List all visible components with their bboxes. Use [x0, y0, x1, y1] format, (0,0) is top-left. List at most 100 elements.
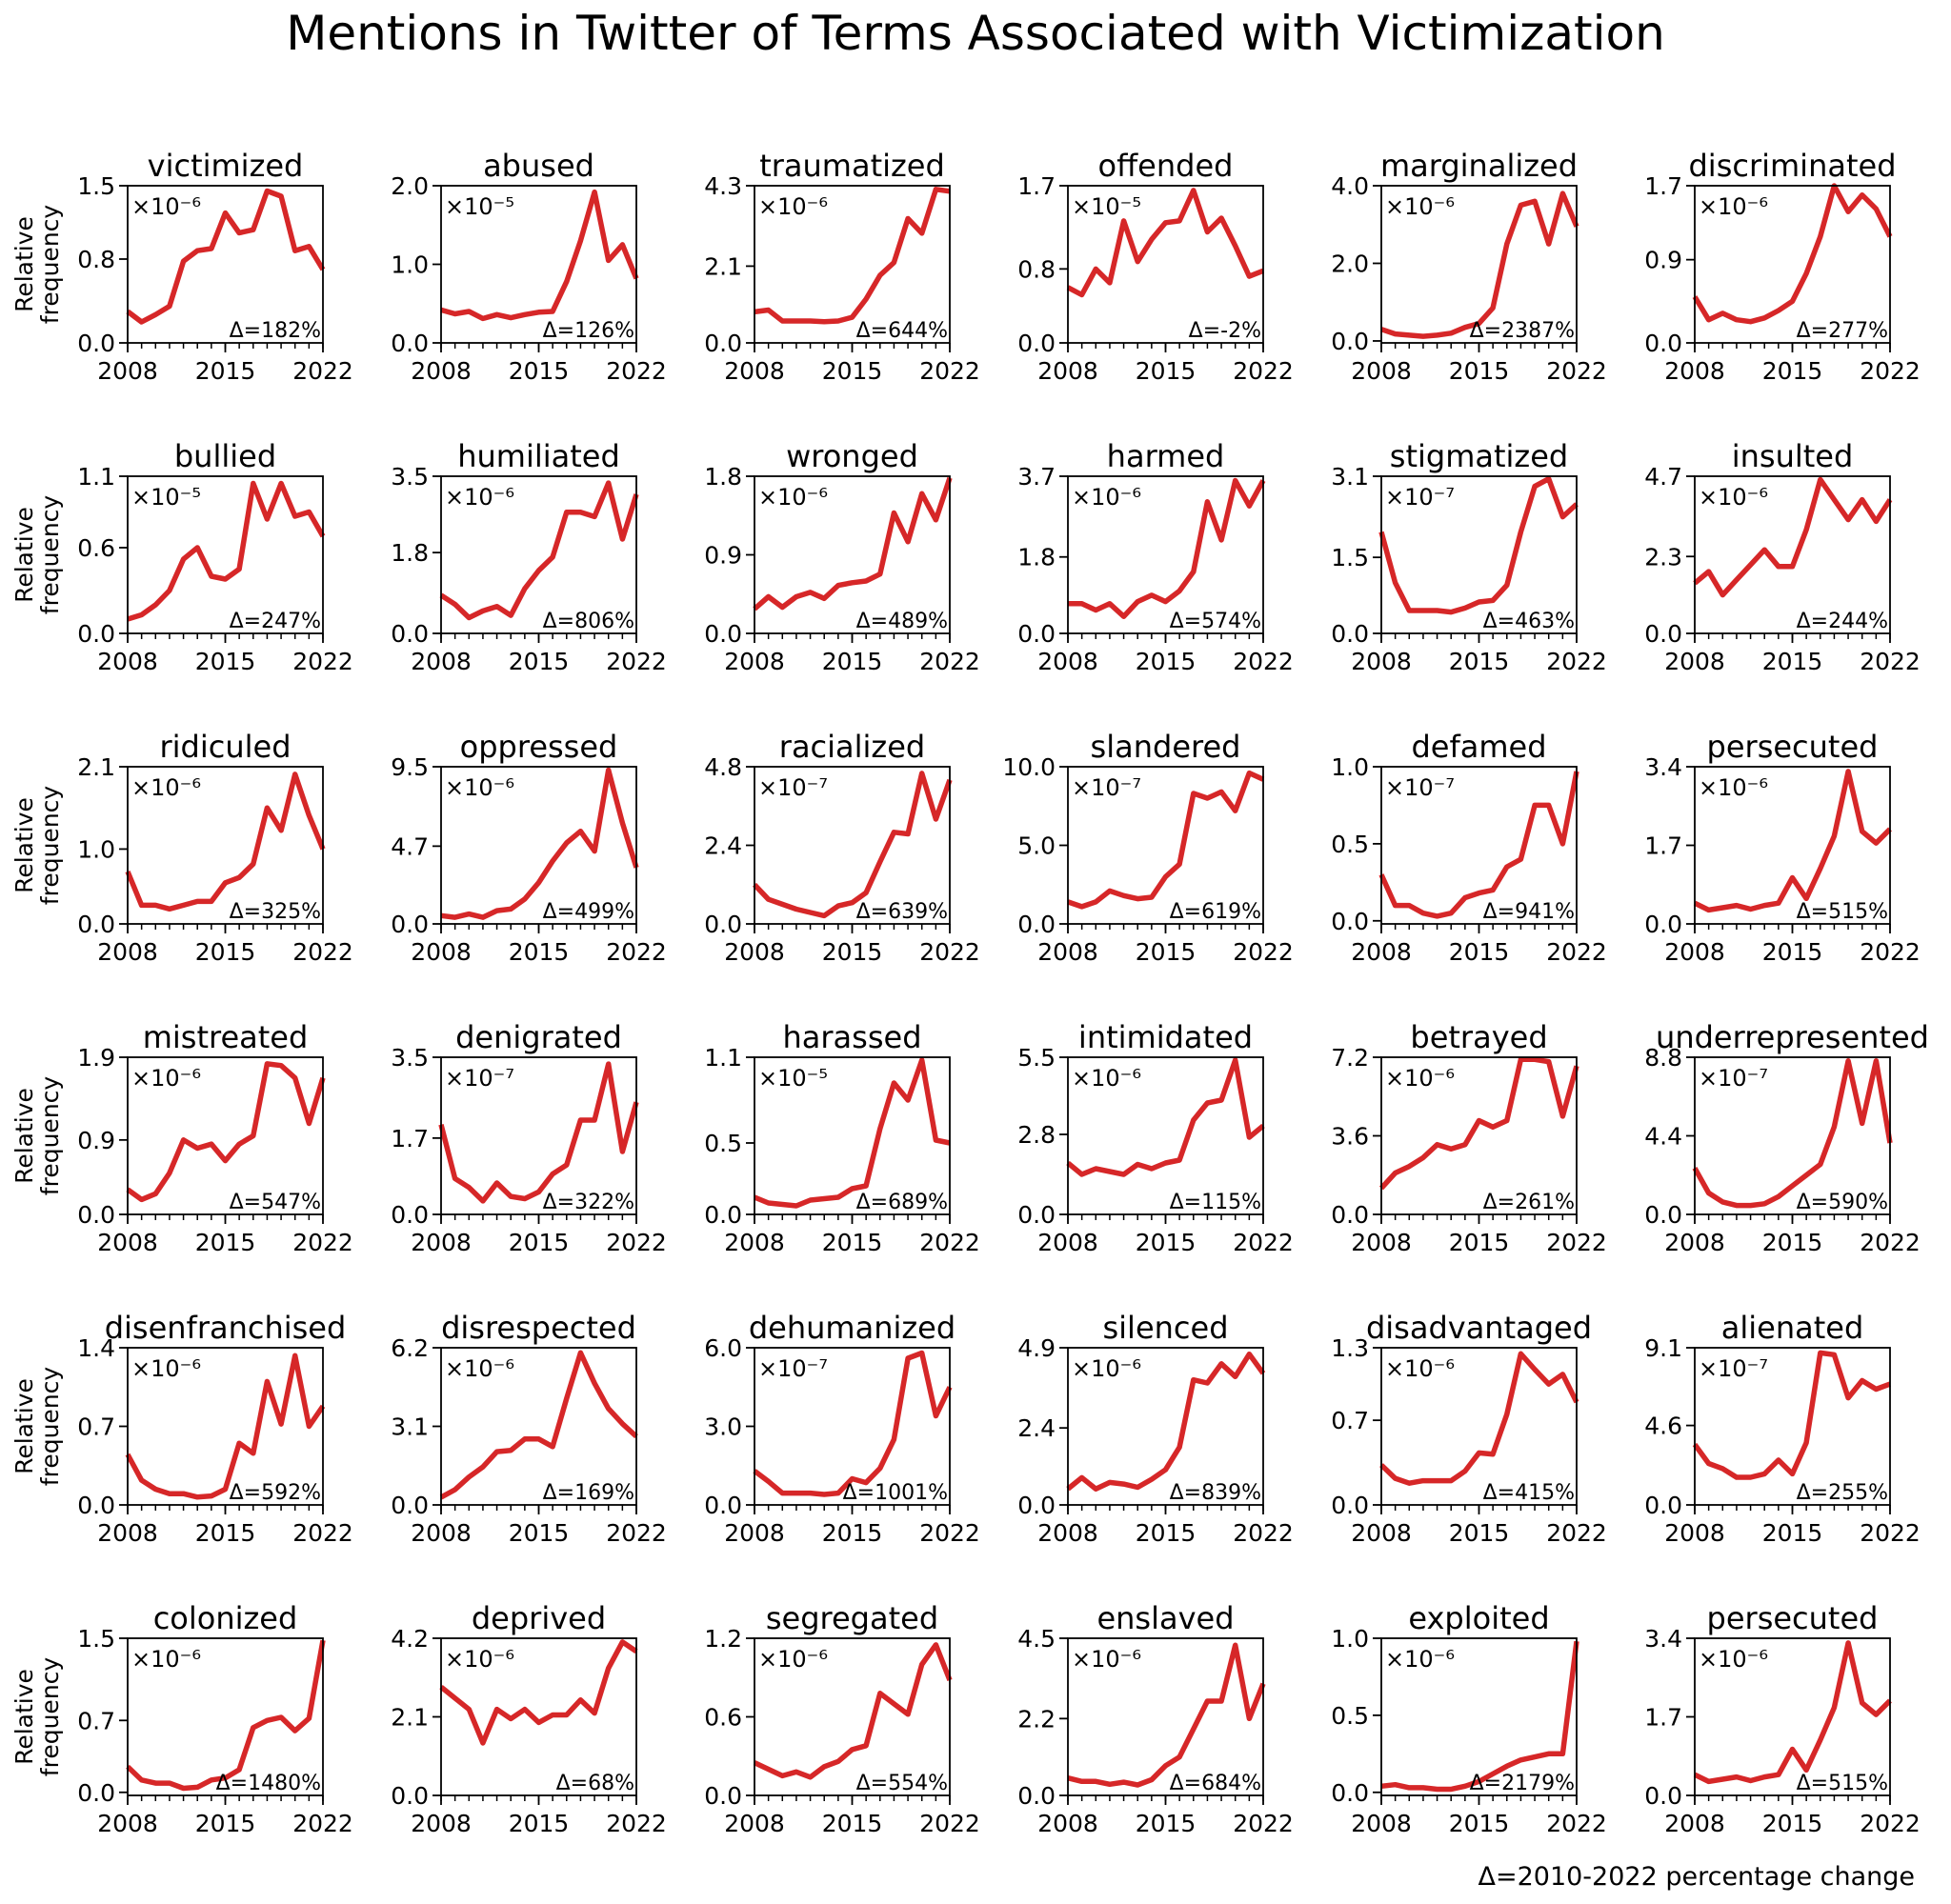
panel-title: intimidated [1078, 1019, 1253, 1055]
x-tick-label: 2015 [1762, 357, 1823, 385]
y-axis-label-line2: frequency [36, 1367, 64, 1487]
y-tick-label: 5.5 [1017, 1044, 1056, 1072]
plot-frame [440, 766, 637, 925]
y-axis-label-line1: Relative [10, 797, 38, 893]
panel-title: segregated [766, 1600, 938, 1636]
plot-frame [754, 475, 951, 634]
y-tick-label: 0.0 [704, 330, 742, 357]
series-line [1693, 476, 1893, 598]
scale-multiplier: ×10⁻⁶ [1385, 1355, 1455, 1382]
scale-multiplier: ×10⁻⁷ [758, 774, 828, 801]
scale-multiplier: ×10⁻⁶ [1072, 1355, 1141, 1382]
scale-multiplier: ×10⁻⁶ [1385, 1065, 1455, 1092]
y-tick-label: 0.0 [1644, 620, 1682, 648]
delta-label: Δ=115% [1170, 1191, 1261, 1214]
y-tick-label: 4.3 [704, 172, 742, 200]
x-tick-label: 2022 [292, 357, 353, 385]
y-tick-label: 2.0 [1331, 250, 1369, 277]
y-tick-label: 1.3 [1331, 1334, 1369, 1362]
x-tick-label: 2015 [1762, 1810, 1823, 1837]
panel-17-defamed: defamed 2008 2015 2022 0.0 0.5 1.0 ×10⁻⁷ Δ=941% [1331, 729, 1607, 966]
y-tick-label: 2.1 [704, 252, 742, 280]
x-tick-label: 2008 [1037, 1229, 1098, 1256]
scale-multiplier: ×10⁻⁷ [1385, 774, 1455, 801]
delta-label: Δ=244% [1797, 610, 1888, 633]
series-line [1066, 188, 1265, 298]
y-tick-label: 0.0 [77, 1492, 115, 1519]
scale-multiplier: ×10⁻⁶ [131, 774, 201, 801]
y-axis-label-line2: frequency [36, 786, 64, 906]
panel-24-underrepresented: underrepresented 2008 2015 2022 0.0 4.4 8.8 ×10… [1644, 1019, 1929, 1256]
y-tick-label: 0.0 [1017, 620, 1056, 648]
x-tick-label: 2008 [97, 648, 158, 675]
x-tick-label: 2008 [1037, 357, 1098, 385]
y-axis-label-line1: Relative [10, 1669, 38, 1765]
plot-frame [440, 475, 637, 634]
y-axis-label: Relativefrequency [10, 495, 64, 615]
x-tick-label: 2008 [1037, 938, 1098, 966]
delta-label: Δ=169% [543, 1481, 634, 1505]
series-line [126, 1639, 326, 1792]
x-tick-label: 2022 [919, 938, 980, 966]
scale-multiplier: ×10⁻⁷ [1385, 484, 1455, 511]
y-tick-label: 1.7 [1017, 172, 1056, 200]
x-tick-label: 2015 [822, 648, 883, 675]
y-tick-label: 8.8 [1644, 1044, 1682, 1072]
x-tick-label: 2015 [1136, 938, 1197, 966]
x-tick-label: 2008 [1664, 1229, 1725, 1256]
x-tick-label: 2022 [1546, 648, 1607, 675]
x-tick-label: 2008 [97, 1519, 158, 1547]
x-tick-label: 2022 [1860, 357, 1921, 385]
panel-16-slandered: slandered 2008 2015 2022 0.0 5.0 10.0 ×10⁻⁷ Δ=61… [1002, 729, 1293, 966]
delta-label: Δ=489% [856, 610, 948, 633]
y-tick-label: 3.7 [1017, 463, 1056, 491]
panel-title: disadvantaged [1366, 1310, 1592, 1346]
x-tick-label: 2015 [1449, 938, 1510, 966]
panel-2-abused: abused 2008 2015 2022 0.0 1.0 2.0 ×10⁻⁵ Δ=126% [391, 148, 667, 385]
plot-frame [127, 766, 324, 925]
panel-title: traumatized [759, 148, 945, 184]
delta-footnote: Δ=2010-2022 percentage change [1478, 1862, 1916, 1892]
x-tick-label: 2022 [1860, 648, 1921, 675]
panel-11-stigmatized: stigmatized 2008 2015 2022 0.0 1.5 3.1 ×10⁻⁷ Δ=4… [1331, 438, 1607, 675]
x-tick-label: 2015 [1136, 357, 1197, 385]
scale-multiplier: ×10⁻⁷ [758, 1355, 828, 1382]
x-tick-label: 2008 [724, 938, 785, 966]
delta-label: Δ=182% [230, 319, 321, 343]
x-tick-label: 2015 [509, 1229, 570, 1256]
delta-label: Δ=-2% [1189, 319, 1261, 343]
panel-title: abused [483, 148, 594, 184]
x-tick-label: 2022 [1860, 1229, 1921, 1256]
scale-multiplier: ×10⁻⁶ [1699, 193, 1768, 220]
panel-title: wronged [786, 438, 918, 474]
y-tick-label: 0.0 [77, 330, 115, 357]
plot-frame [1694, 1637, 1891, 1796]
plot-frame [1067, 475, 1264, 634]
x-tick-label: 2022 [292, 938, 353, 966]
y-tick-label: 0.0 [704, 1201, 742, 1229]
y-tick-label: 3.1 [1331, 463, 1369, 491]
scale-multiplier: ×10⁻⁶ [131, 1355, 201, 1382]
y-tick-label: 4.8 [704, 753, 742, 781]
scale-multiplier: ×10⁻⁶ [758, 1646, 828, 1673]
plot-frame [127, 1347, 324, 1506]
delta-label: Δ=941% [1483, 900, 1575, 924]
y-axis-label: Relativefrequency [10, 1076, 64, 1196]
panel-30-alienated: alienated 2008 2015 2022 0.0 4.6 9.1 ×10⁻⁷ Δ=255… [1644, 1310, 1921, 1547]
panel-14-oppressed: oppressed 2008 2015 2022 0.0 4.7 9.5 ×10⁻⁶ Δ=499… [391, 729, 667, 966]
y-tick-label: 3.5 [391, 463, 429, 491]
panel-26-disrespected: disrespected 2008 2015 2022 0.0 3.1 6.2 ×10⁻⁶ Δ=… [391, 1310, 667, 1547]
panel-title: underrepresented [1656, 1019, 1929, 1055]
x-tick-label: 2008 [411, 938, 472, 966]
series-line [125, 1353, 326, 1500]
panel-35-exploited: exploited 2008 2015 2022 0.0 0.5 1.0 ×10⁻⁶ Δ=217… [1331, 1600, 1607, 1837]
scale-multiplier: ×10⁻⁷ [1699, 1355, 1768, 1382]
x-tick-label: 2022 [1233, 648, 1294, 675]
plot-frame [1694, 185, 1891, 344]
x-tick-label: 2015 [195, 1229, 256, 1256]
x-tick-label: 2022 [1860, 938, 1921, 966]
y-tick-label: 2.3 [1644, 543, 1682, 571]
y-axis-label-line2: frequency [36, 1657, 64, 1777]
series-line [1379, 1351, 1579, 1486]
x-tick-label: 2008 [1664, 648, 1725, 675]
